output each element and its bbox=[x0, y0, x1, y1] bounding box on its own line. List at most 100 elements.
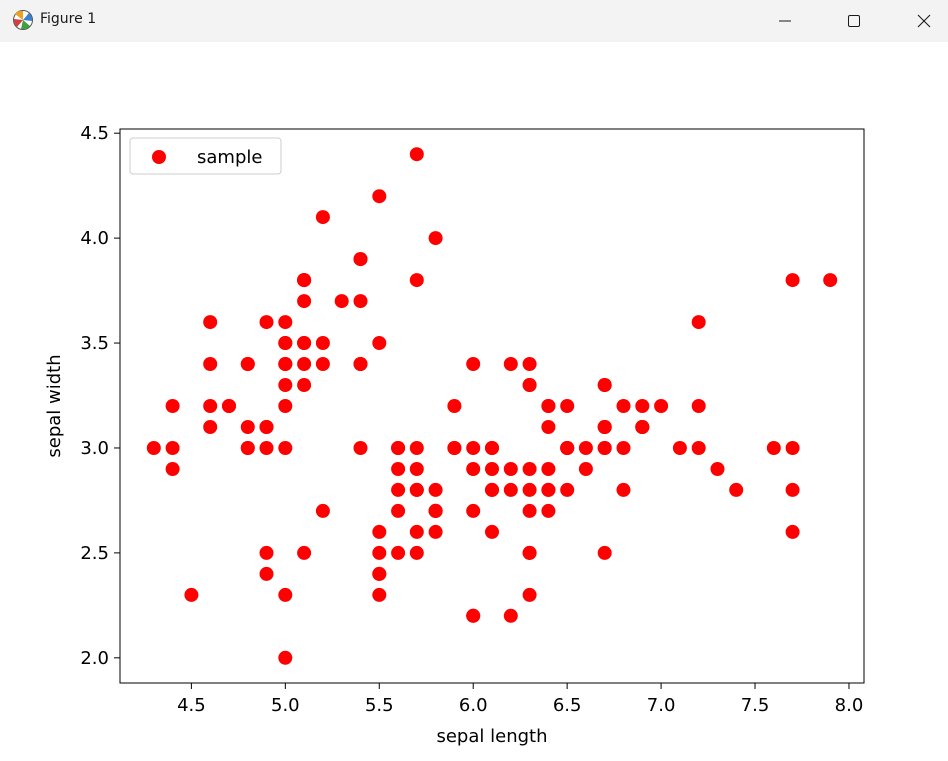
data-point bbox=[503, 608, 518, 623]
data-point bbox=[522, 462, 537, 476]
data-point bbox=[503, 357, 518, 371]
x-axis-label: sepal length bbox=[436, 726, 547, 747]
x-tick-label: 7.0 bbox=[647, 695, 676, 716]
data-point bbox=[259, 315, 274, 330]
data-point bbox=[597, 545, 612, 560]
legend-marker bbox=[152, 150, 166, 164]
x-tick-label: 7.5 bbox=[741, 695, 770, 716]
data-point bbox=[203, 315, 218, 330]
data-point bbox=[578, 462, 593, 476]
data-point bbox=[541, 399, 556, 413]
minimize-button[interactable] bbox=[762, 0, 808, 42]
data-point bbox=[372, 189, 387, 204]
data-point bbox=[785, 441, 800, 455]
data-point bbox=[428, 482, 443, 497]
data-point bbox=[259, 420, 274, 434]
data-point bbox=[391, 545, 406, 560]
data-point bbox=[372, 587, 387, 602]
data-point bbox=[522, 357, 537, 371]
x-tick-label: 4.5 bbox=[177, 695, 206, 716]
data-point bbox=[503, 482, 518, 497]
data-point bbox=[278, 650, 293, 665]
data-point bbox=[315, 336, 330, 350]
data-point bbox=[353, 252, 368, 267]
data-point bbox=[522, 503, 537, 518]
data-point bbox=[391, 482, 406, 497]
data-point bbox=[372, 566, 387, 581]
y-tick-label: 4.0 bbox=[80, 228, 109, 249]
y-axis-ticks: 2.0 2.5 3.0 3.5 4.0 4.5 bbox=[80, 123, 120, 669]
data-point bbox=[466, 503, 481, 518]
data-point bbox=[334, 294, 349, 309]
data-point bbox=[503, 462, 518, 476]
y-tick-label: 2.0 bbox=[80, 648, 109, 669]
data-point bbox=[785, 482, 800, 497]
data-point bbox=[466, 357, 481, 371]
data-point bbox=[297, 357, 312, 371]
data-point bbox=[485, 482, 499, 497]
data-point bbox=[522, 545, 537, 560]
data-point bbox=[466, 608, 481, 623]
x-axis-ticks: 4.5 5.0 5.5 6.0 6.5 7.0 7.5 8.0 bbox=[177, 683, 863, 716]
data-point bbox=[597, 378, 612, 392]
data-point bbox=[278, 587, 293, 602]
data-point bbox=[485, 524, 499, 539]
data-point bbox=[240, 420, 255, 434]
legend-box bbox=[129, 137, 282, 175]
data-point bbox=[297, 336, 312, 350]
title-bar: Figure 1 bbox=[0, 0, 948, 42]
data-point bbox=[541, 482, 556, 497]
data-point bbox=[541, 420, 556, 434]
data-point bbox=[710, 462, 725, 476]
data-point bbox=[372, 524, 387, 539]
data-point bbox=[297, 294, 312, 309]
data-point bbox=[278, 357, 293, 371]
data-point bbox=[466, 441, 481, 455]
data-point bbox=[485, 441, 499, 455]
data-point bbox=[597, 441, 612, 455]
data-point bbox=[315, 210, 330, 225]
data-point bbox=[766, 441, 781, 455]
data-point bbox=[165, 441, 180, 455]
y-tick-label: 4.5 bbox=[80, 123, 109, 144]
data-point bbox=[372, 545, 387, 560]
data-point bbox=[165, 462, 180, 476]
data-point bbox=[428, 524, 443, 539]
data-point bbox=[409, 441, 424, 455]
close-icon bbox=[917, 14, 931, 28]
data-point bbox=[785, 524, 800, 539]
maximize-button[interactable] bbox=[831, 0, 877, 42]
minimize-icon bbox=[778, 14, 792, 28]
data-point bbox=[353, 294, 368, 309]
x-tick-label: 5.0 bbox=[271, 695, 300, 716]
data-point bbox=[372, 336, 387, 350]
data-point bbox=[391, 503, 406, 518]
close-button[interactable] bbox=[901, 0, 947, 42]
data-point bbox=[560, 482, 575, 497]
data-point bbox=[278, 441, 293, 455]
data-point bbox=[165, 399, 180, 413]
data-point bbox=[315, 357, 330, 371]
data-point bbox=[691, 399, 706, 413]
matplotlib-figure-icon bbox=[12, 9, 34, 31]
data-point bbox=[616, 399, 631, 413]
data-point bbox=[409, 482, 424, 497]
data-point bbox=[278, 336, 293, 350]
data-point bbox=[560, 399, 575, 413]
data-points bbox=[146, 147, 838, 665]
x-tick-label: 8.0 bbox=[835, 695, 864, 716]
data-point bbox=[409, 147, 424, 162]
data-point bbox=[353, 441, 368, 455]
data-point bbox=[391, 462, 406, 476]
data-point bbox=[278, 399, 293, 413]
data-point bbox=[541, 462, 556, 476]
data-point bbox=[315, 503, 330, 518]
data-point bbox=[785, 273, 800, 288]
data-point bbox=[522, 587, 537, 602]
y-tick-label: 2.5 bbox=[80, 543, 109, 564]
maximize-icon bbox=[847, 14, 861, 28]
data-point bbox=[823, 273, 838, 288]
y-axis-label: sepal width bbox=[44, 354, 65, 457]
data-point bbox=[297, 273, 312, 288]
data-point bbox=[691, 315, 706, 330]
